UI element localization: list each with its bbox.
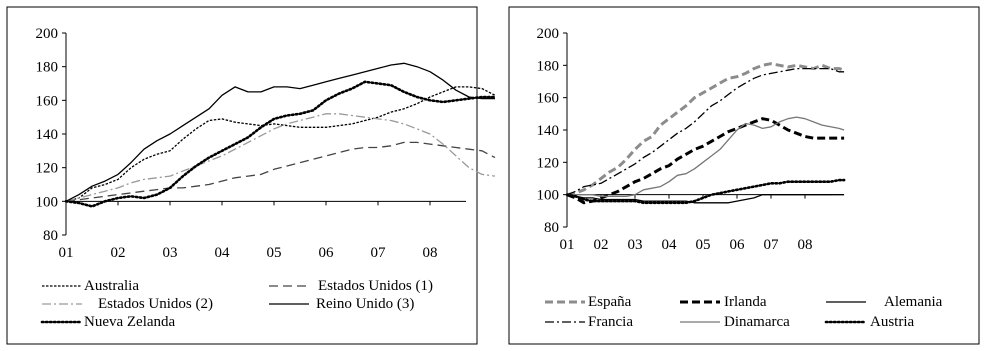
x-tick-label: 07 [371, 245, 387, 261]
x-tick-label: 08 [798, 237, 813, 253]
legend-label: Alemania [884, 294, 943, 310]
y-tick-label: 200 [36, 26, 59, 42]
legend-label: Estados Unidos (2) [98, 296, 213, 312]
series-line-nueva-zelanda [64, 80, 497, 208]
y-tick-label: 100 [36, 194, 59, 210]
y-tick-label: 120 [36, 161, 59, 177]
y-tick-label: 100 [537, 188, 560, 204]
y-tick-label: 200 [537, 26, 560, 42]
x-tick-label: 04 [662, 237, 678, 253]
legend-label: Austria [870, 314, 915, 330]
y-tick-label: 180 [36, 60, 59, 76]
series-line-estados-unidos-2- [65, 113, 496, 202]
chart-frame [6, 6, 478, 345]
y-tick-label: 160 [537, 91, 560, 107]
y-tick-label: 140 [36, 127, 59, 143]
y-tick-label: 180 [537, 58, 560, 74]
legend-label: Irlanda [724, 294, 767, 310]
series-line-espa-a [566, 62, 845, 197]
y-tick-label: 80 [43, 228, 58, 244]
legend-label: Estados Unidos (1) [318, 278, 433, 294]
chart-frame [508, 6, 980, 345]
x-tick-label: 07 [764, 237, 780, 253]
series-line-dinamarca [567, 116, 845, 197]
y-tick-label: 140 [537, 123, 560, 139]
x-tick-label: 06 [319, 245, 335, 261]
series-line-estados-unidos-1- [65, 141, 496, 202]
x-tick-label: 05 [696, 237, 711, 253]
series-line-austria [565, 178, 846, 205]
x-tick-label: 08 [423, 245, 438, 261]
chart-2: 80 100 120 140 160 180 200 01 02 03 04 05 06 07 08 Espa… [508, 6, 980, 345]
x-tick-label: 03 [163, 245, 178, 261]
legend-label: Dinamarca [724, 314, 790, 330]
chart-1: 80 100 120 140 160 180 200 01 02 03 04 05 06 07 08 Aust… [6, 6, 497, 345]
x-tick-label: 04 [215, 245, 231, 261]
legend-label: Francia [588, 314, 633, 330]
series-line-francia [566, 67, 845, 196]
x-tick-label: 06 [730, 237, 746, 253]
series-line-reino-unido-3- [65, 62, 495, 202]
x-tick-label: 02 [594, 237, 609, 253]
y-tick-label: 160 [36, 93, 59, 109]
series-line-irlanda [566, 117, 845, 205]
y-tick-label: 120 [537, 155, 560, 171]
x-tick-label: 01 [59, 245, 74, 261]
x-tick-label: 02 [111, 245, 126, 261]
legend-label: Reino Unido (3) [316, 296, 414, 312]
legend-label: Australia [84, 278, 139, 294]
x-tick-label: 03 [628, 237, 643, 253]
x-tick-label: 05 [267, 245, 282, 261]
x-tick-label: 01 [560, 237, 575, 253]
series-line-alemania [566, 194, 845, 204]
legend-label: Nueva Zelanda [84, 314, 176, 330]
legend-label: España [588, 294, 632, 310]
y-tick-label: 80 [544, 220, 559, 236]
